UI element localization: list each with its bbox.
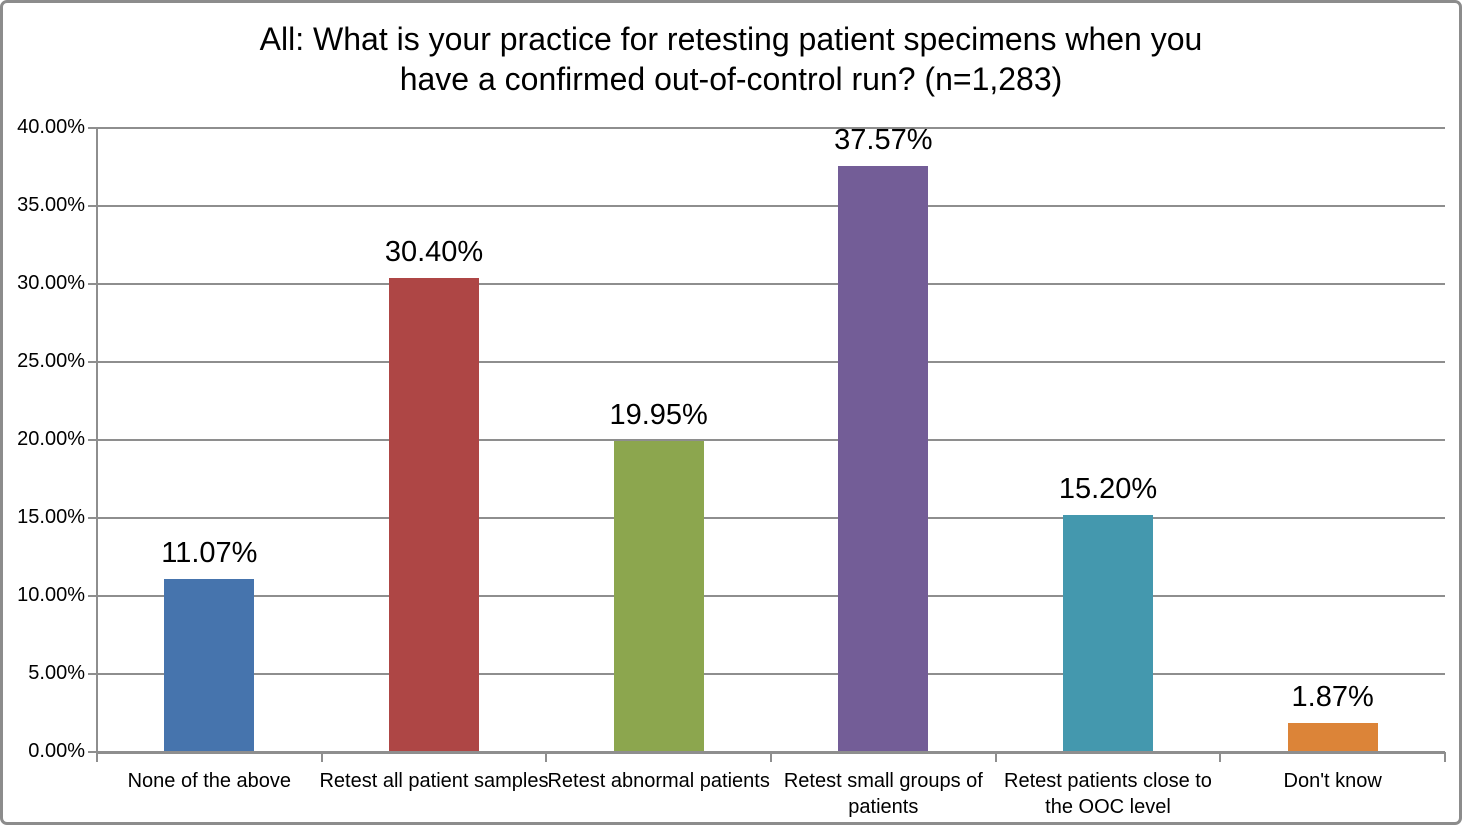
y-gridline: [97, 439, 1445, 441]
plot-area: 0.00% 5.00% 10.00% 15.00% 20.00% 25.00% 30.00%…: [3, 3, 1459, 822]
x-category-label: Retest abnormal patients: [547, 770, 770, 792]
y-tick-mark: [88, 361, 97, 363]
y-gridline: [97, 517, 1445, 519]
x-category-label: Retest small groups of patients: [783, 770, 983, 818]
bar: [389, 277, 479, 751]
bar: [164, 579, 255, 751]
x-category-label: None of the above: [127, 770, 292, 792]
x-tick-mark: [320, 752, 323, 762]
x-category-label: Retest all patient samples: [319, 770, 549, 792]
x-category-label: Don't know: [1283, 770, 1382, 792]
y-gridline: [97, 361, 1445, 363]
y-tick-mark: [88, 751, 97, 753]
x-tick-mark: [994, 752, 997, 762]
y-tick-mark: [88, 127, 97, 129]
y-gridline: [97, 595, 1445, 597]
x-tick-mark: [96, 752, 98, 762]
y-tick-label: 15.00%: [17, 506, 85, 528]
y-tick-label: 5.00%: [28, 662, 85, 684]
bar-value-label: 30.40%: [384, 235, 484, 268]
bar: [1063, 514, 1153, 751]
y-axis-line: [96, 128, 98, 754]
x-category-label: Retest patients close to the OOC level: [1004, 770, 1212, 818]
y-tick-mark: [88, 283, 97, 285]
chart-title: All: What is your practice for retesting…: [259, 21, 1203, 97]
y-gridline: [97, 127, 1445, 129]
y-tick-mark: [88, 517, 97, 519]
x-tick-mark: [770, 752, 772, 762]
bar-value-label: 19.95%: [609, 398, 708, 431]
y-tick-label: 10.00%: [17, 584, 85, 606]
y-tick-label: 40.00%: [17, 116, 85, 138]
y-tick-label: 20.00%: [17, 428, 85, 450]
bar-value-label: 15.20%: [1058, 472, 1158, 505]
y-tick-mark: [88, 205, 97, 207]
bar-value-label: 37.57%: [834, 123, 933, 156]
y-gridline: [97, 673, 1445, 675]
y-tick-label: 25.00%: [17, 350, 85, 372]
x-tick-mark: [1444, 752, 1446, 762]
y-tick-label: 35.00%: [17, 194, 85, 216]
y-tick-mark: [88, 595, 97, 597]
x-tick-mark: [1219, 752, 1222, 762]
y-tick-mark: [88, 439, 97, 441]
x-tick-mark: [545, 752, 548, 762]
y-gridline: [97, 283, 1445, 285]
bar: [1287, 722, 1378, 751]
bar: [613, 440, 704, 751]
y-tick-label: 30.00%: [17, 272, 85, 294]
y-tick-label: 0.00%: [28, 740, 85, 762]
y-tick-mark: [88, 673, 97, 675]
y-gridline: [97, 205, 1445, 207]
bar-value-label: 1.87%: [1291, 680, 1374, 713]
bar: [838, 165, 929, 751]
bar-value-label: 11.07%: [161, 537, 258, 570]
